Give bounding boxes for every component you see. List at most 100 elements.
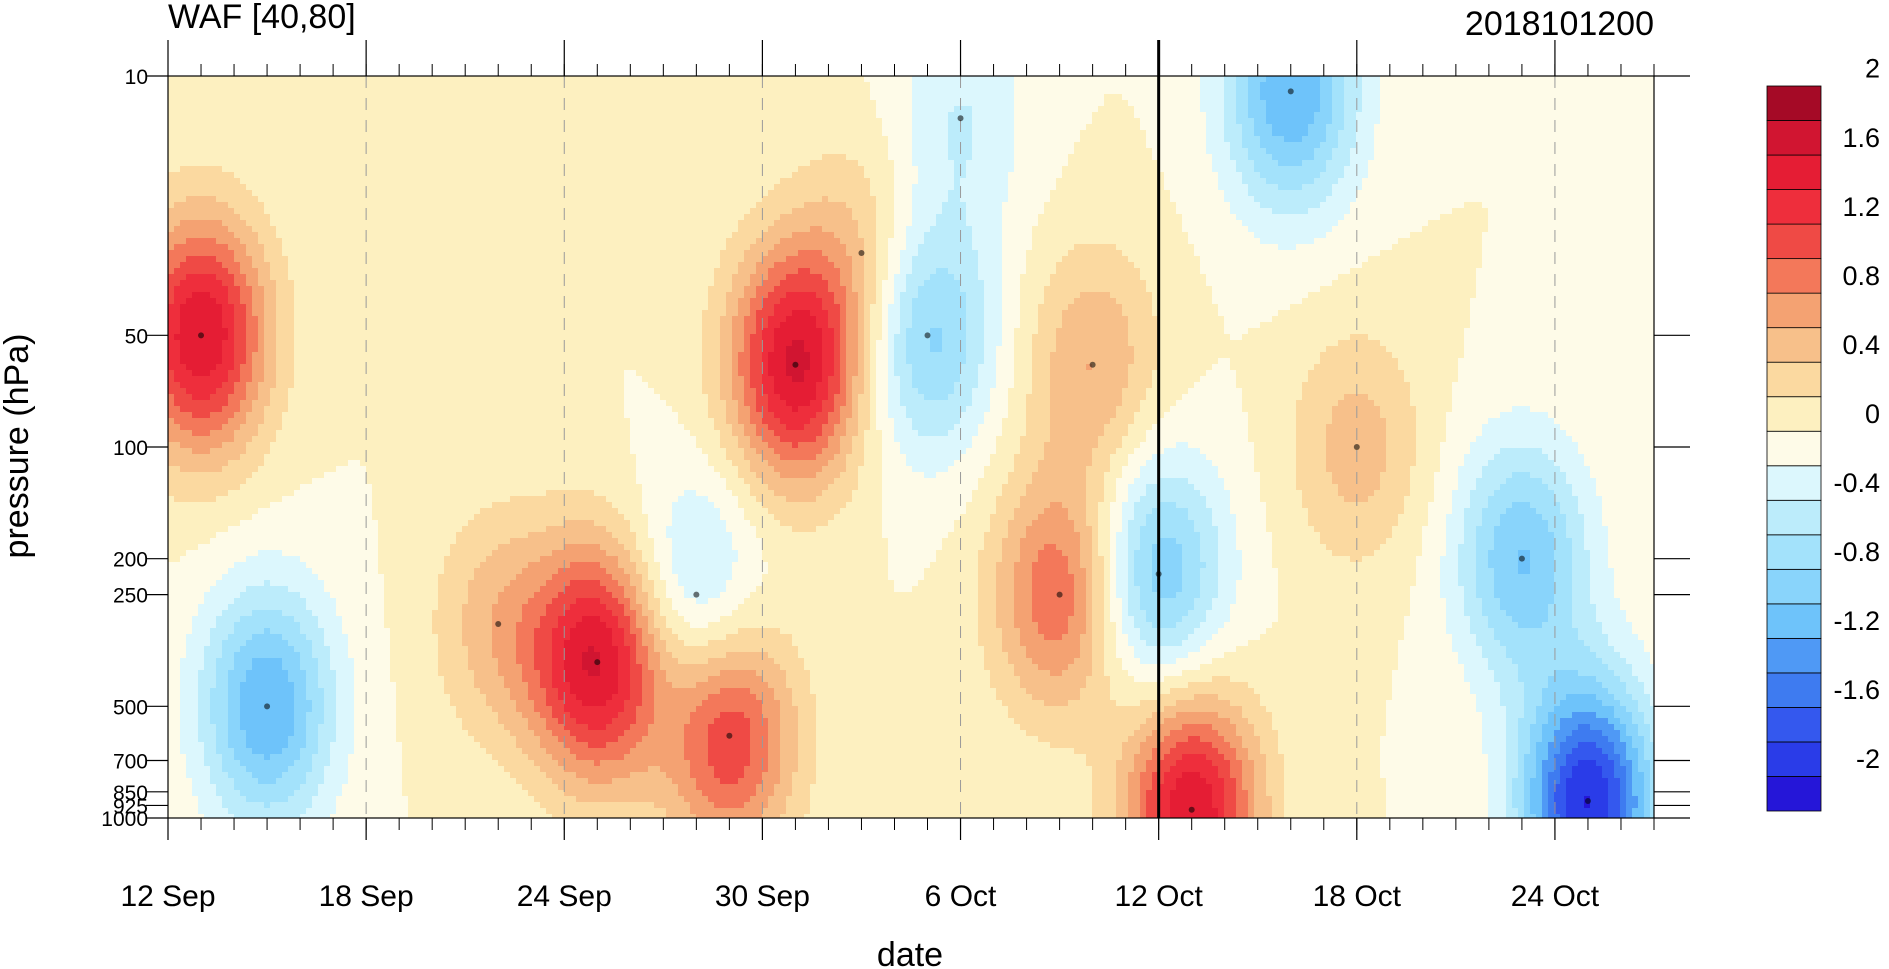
field-cell	[1302, 190, 1309, 197]
field-cell	[1146, 100, 1153, 107]
field-cell	[1362, 166, 1369, 173]
field-cell	[1068, 88, 1075, 95]
field-cell	[426, 100, 433, 107]
field-cell	[1194, 82, 1201, 89]
field-cell	[390, 172, 397, 179]
field-cell	[798, 82, 805, 89]
field-cell	[1290, 82, 1297, 89]
field-cell	[1002, 94, 1009, 101]
field-cell	[1596, 112, 1603, 119]
field-cell	[624, 130, 631, 137]
field-cell	[882, 166, 889, 173]
field-cell	[1572, 118, 1579, 125]
field-cell	[1362, 94, 1369, 101]
field-cell	[540, 160, 547, 167]
field-cell	[1506, 94, 1513, 101]
field-cell	[1242, 118, 1249, 125]
field-cell	[780, 76, 787, 83]
field-cell	[1170, 178, 1177, 185]
field-cell	[450, 142, 457, 149]
field-cell	[516, 106, 523, 113]
field-cell	[1170, 130, 1177, 137]
field-cell	[264, 160, 271, 167]
field-cell	[1266, 100, 1273, 107]
field-cell	[1104, 184, 1111, 191]
field-cell	[1038, 106, 1045, 113]
field-cell	[1044, 112, 1051, 119]
field-cell	[216, 136, 223, 143]
field-cell	[738, 166, 745, 173]
field-cell	[1026, 184, 1033, 191]
field-cell	[1470, 148, 1477, 155]
field-cell	[762, 118, 769, 125]
field-cell	[324, 130, 331, 137]
field-cell	[1374, 106, 1381, 113]
field-cell	[1446, 172, 1453, 179]
field-cell	[702, 130, 709, 137]
field-cell	[1386, 166, 1393, 173]
field-cell	[330, 112, 337, 119]
field-cell	[804, 106, 811, 113]
field-cell	[1290, 184, 1297, 191]
field-cell	[894, 106, 901, 113]
field-cell	[438, 100, 445, 107]
field-cell	[1530, 184, 1537, 191]
field-cell	[1212, 106, 1219, 113]
field-cell	[414, 82, 421, 89]
field-cell	[882, 94, 889, 101]
field-cell	[1446, 166, 1453, 173]
field-cell	[534, 184, 541, 191]
field-cell	[1374, 76, 1381, 83]
field-cell	[1182, 178, 1189, 185]
field-cell	[1050, 148, 1057, 155]
field-cell	[540, 190, 547, 197]
field-cell	[894, 172, 901, 179]
field-cell	[1116, 88, 1123, 95]
field-cell	[1536, 178, 1543, 185]
field-cell	[1632, 106, 1639, 113]
field-cell	[1362, 88, 1369, 95]
field-cell	[912, 178, 919, 185]
field-cell	[924, 130, 931, 137]
field-cell	[378, 160, 385, 167]
field-cell	[1314, 160, 1321, 167]
field-cell	[1056, 160, 1063, 167]
field-cell	[1560, 82, 1567, 89]
field-cell	[534, 172, 541, 179]
field-cell	[288, 130, 295, 137]
field-cell	[660, 130, 667, 137]
field-cell	[1422, 154, 1429, 161]
field-cell	[1104, 178, 1111, 185]
field-cell	[456, 178, 463, 185]
field-cell	[390, 124, 397, 131]
field-cell	[1068, 154, 1075, 161]
field-cell	[1578, 106, 1585, 113]
field-cell	[264, 196, 271, 203]
field-cell	[690, 190, 697, 197]
field-cell	[1308, 76, 1315, 83]
field-cell	[234, 172, 241, 179]
field-cell	[930, 178, 937, 185]
field-cell	[438, 76, 445, 83]
field-cell	[1218, 184, 1225, 191]
field-cell	[768, 184, 775, 191]
field-cell	[810, 76, 817, 83]
field-cell	[996, 82, 1003, 89]
field-cell	[402, 76, 409, 83]
field-cell	[1002, 106, 1009, 113]
field-cell	[1632, 148, 1639, 155]
field-cell	[252, 100, 259, 107]
field-cell	[984, 136, 991, 143]
field-cell	[738, 112, 745, 119]
field-cell	[462, 118, 469, 125]
field-cell	[1560, 160, 1567, 167]
field-cell	[258, 154, 265, 161]
field-cell	[1632, 88, 1639, 95]
field-cell	[882, 82, 889, 89]
field-cell	[1188, 100, 1195, 107]
field-cell	[990, 172, 997, 179]
field-cell	[846, 82, 853, 89]
field-cell	[486, 136, 493, 143]
field-cell	[252, 196, 259, 203]
field-cell	[912, 112, 919, 119]
